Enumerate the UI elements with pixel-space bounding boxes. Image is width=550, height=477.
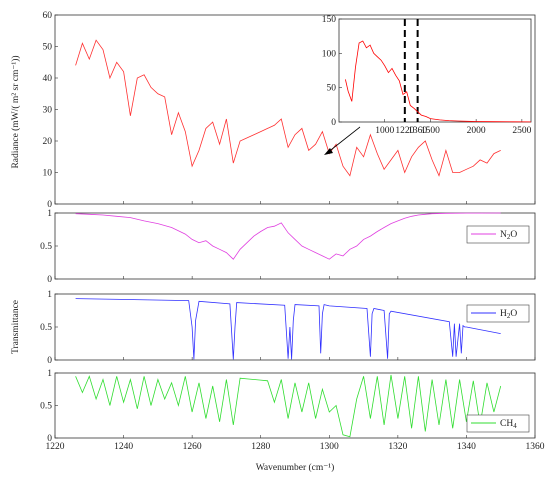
ytick-label: 50 <box>43 43 53 53</box>
ytick-label: 10 <box>43 169 53 179</box>
svg-text:H2O: H2O <box>500 309 517 320</box>
xtick-label: 1280 <box>251 442 270 452</box>
series-line-radiance <box>75 39 501 177</box>
xtick-label: 1000 <box>375 126 394 136</box>
xtick-label: 1240 <box>114 442 133 452</box>
transmittance-ylabel: Transmittance <box>11 300 21 354</box>
ytick-label: 0 <box>47 200 52 210</box>
legend-h2o: H2O <box>466 304 530 323</box>
svg-text:N2O: N2O <box>500 230 517 241</box>
series-layer <box>75 19 532 438</box>
xtick-label: 1260 <box>183 442 202 452</box>
xtick-label: 1340 <box>457 442 476 452</box>
ytick-label: 1 <box>47 290 52 300</box>
ytick-label: 60 <box>43 11 53 21</box>
xtick-label: 1320 <box>388 442 407 452</box>
legend-n2o: N2O <box>466 225 530 244</box>
ytick-label: 0.5 <box>40 323 52 333</box>
xtick-label: 1500 <box>421 126 440 136</box>
svg-text:CH4: CH4 <box>500 419 517 430</box>
radiance-ylabel: Radiance (mW/( m² sr cm⁻¹)) <box>10 55 21 168</box>
series-line-N2O <box>75 212 501 260</box>
arrow-head <box>324 148 333 155</box>
ytick-label: 0.5 <box>40 402 52 412</box>
ytick-label: 150 <box>322 15 337 25</box>
ytick-label: 0 <box>47 434 52 444</box>
xtick-label: 1360 <box>526 442 545 452</box>
ytick-label: 0 <box>331 118 336 128</box>
xtick-label: 2000 <box>467 126 486 136</box>
xtick-label: 2500 <box>512 126 531 136</box>
xtick-label: 1300 <box>320 442 339 452</box>
ytick-label: 20 <box>43 137 53 147</box>
ytick-label: 0 <box>47 275 52 285</box>
ytick-label: 40 <box>43 74 53 84</box>
ytick-label: 1 <box>47 369 52 379</box>
xlabel: Wavenumber (cm⁻¹) <box>256 462 335 473</box>
legend-ch4: CH4 <box>466 414 530 433</box>
ytick-label: 1 <box>47 209 52 219</box>
xtick-label: 1220 <box>395 126 414 136</box>
ytick-label: 30 <box>43 106 53 116</box>
ytick-label: 100 <box>322 49 337 59</box>
ytick-label: 0.5 <box>40 242 52 252</box>
xtick-label: 1220 <box>46 442 65 452</box>
xtick-label: 1360 <box>408 126 427 136</box>
series-line-CH4 <box>75 374 502 438</box>
inset-pointer-arrow <box>326 126 361 154</box>
series-line-inset <box>345 40 532 123</box>
series-line-H2O <box>75 298 501 360</box>
n2o-panel-frame <box>54 212 536 280</box>
ytick-label: 50 <box>327 84 337 94</box>
ytick-label: 0 <box>47 356 52 366</box>
inset-panel-frame <box>338 18 532 123</box>
